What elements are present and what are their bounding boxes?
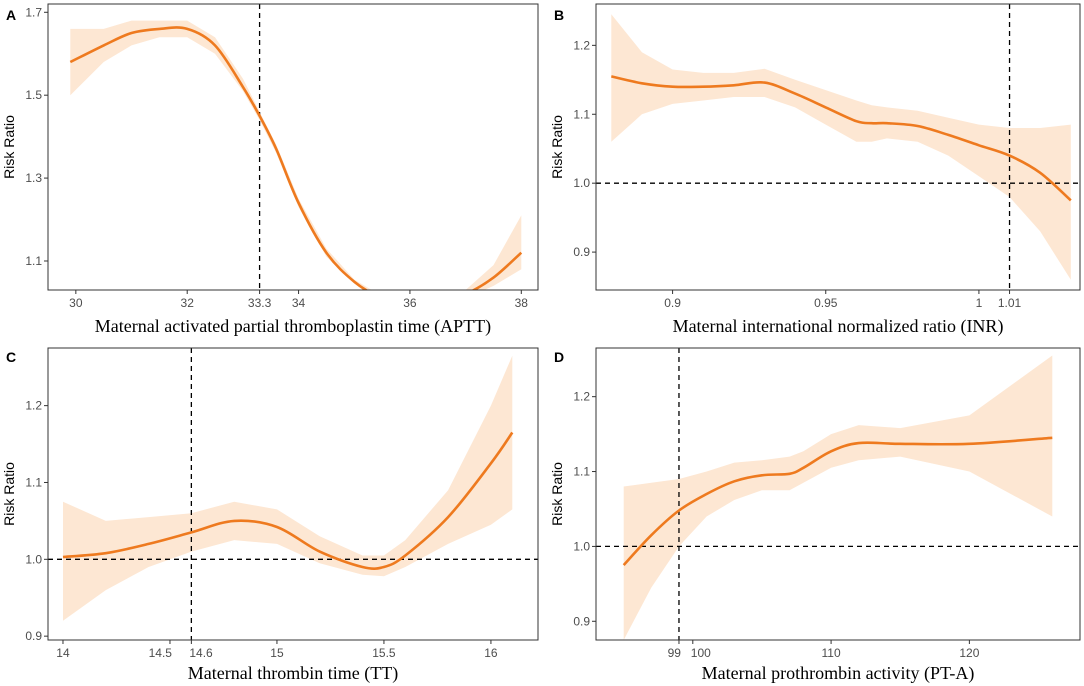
- confidence-band: [63, 355, 513, 621]
- x-tick-label: 1.01: [998, 296, 1022, 310]
- panel-border: [47, 3, 539, 291]
- x-tick-label: 100: [691, 646, 711, 660]
- x-tick-label: 30: [69, 296, 83, 310]
- y-tick-label: 0.9: [573, 614, 590, 628]
- panel-d: 99 100 110 120 0.9 1.0 1.1 1.2 Risk Ratio Materna…: [549, 347, 1081, 684]
- x-tick-label: 0.95: [814, 296, 838, 310]
- y-tick-label: 1.1: [573, 465, 590, 479]
- panel-border: [595, 3, 1081, 291]
- y-axis-label: Risk Ratio: [549, 115, 565, 179]
- plot-area: [596, 348, 1080, 640]
- panel-b: 0.9 0.95 1 1.01 0.9 1.0 1.1 1.2 Risk Ratio Matern…: [549, 3, 1081, 337]
- y-tick-label: 1.3: [25, 171, 42, 185]
- plot-area: [48, 348, 538, 640]
- y-tick-label: 1.1: [573, 107, 590, 121]
- panel-letter: C: [6, 349, 16, 365]
- y-tick-label: 1.2: [25, 399, 42, 413]
- panel-a: 30 32 33.3 34 36 38 1.1 1.3 1.5 1.7 Risk Ratio Mate…: [1, 3, 539, 337]
- x-axis-label: Maternal thrombin time (TT): [188, 663, 398, 684]
- panel-c: 14 14.5 14.6 15 15.5 16 0.9 1.0 1.1 1.2 Risk Ratio…: [1, 347, 539, 684]
- x-tick-label: 99: [668, 646, 682, 660]
- risk-ratio-curve: [611, 75, 1072, 202]
- confidence-band: [611, 14, 1071, 280]
- x-axis-label: Maternal activated partial thromboplasti…: [95, 316, 491, 337]
- y-tick-label: 1.2: [573, 38, 590, 52]
- y-tick-label: 1.1: [25, 475, 42, 489]
- y-tick-label: 1.0: [573, 176, 590, 190]
- x-tick-label: 14: [56, 646, 70, 660]
- y-tick-label: 1.5: [25, 88, 42, 102]
- x-tick-label: 32: [181, 296, 195, 310]
- confidence-band: [623, 355, 1053, 640]
- panel-border: [47, 347, 539, 641]
- x-tick-label: 15: [270, 646, 284, 660]
- y-axis-label: Risk Ratio: [1, 462, 17, 526]
- x-tick-label: 34: [292, 296, 306, 310]
- x-tick-label: 120: [959, 646, 979, 660]
- x-tick-label: 1: [976, 296, 983, 310]
- y-axis-label: Risk Ratio: [1, 115, 17, 179]
- risk-ratio-curve: [69, 26, 523, 290]
- panel-letter: D: [554, 349, 564, 365]
- y-tick-label: 0.9: [25, 629, 42, 643]
- y-tick-label: 0.9: [573, 245, 590, 259]
- y-tick-label: 1.0: [573, 539, 590, 553]
- x-tick-label: 15.5: [372, 646, 396, 660]
- panel-letter: A: [6, 7, 16, 23]
- y-tick-label: 1.2: [573, 390, 590, 404]
- x-tick-label: 16: [484, 646, 498, 660]
- x-axis-label: Maternal prothrombin activity (PT-A): [702, 663, 975, 684]
- risk-ratio-curve: [62, 431, 514, 570]
- x-tick-label: 0.9: [664, 296, 681, 310]
- x-tick-label: 38: [515, 296, 529, 310]
- risk-ratio-curve: [622, 436, 1053, 566]
- x-tick-label: 110: [822, 646, 841, 660]
- y-axis-label: Risk Ratio: [549, 462, 565, 526]
- x-axis-label: Maternal international normalized ratio …: [673, 316, 1004, 337]
- x-tick-label: 33.3: [248, 296, 272, 310]
- y-tick-label: 1.1: [25, 254, 42, 268]
- x-tick-label: 14.5: [149, 646, 173, 660]
- y-tick-label: 1.7: [25, 5, 42, 19]
- panel-letter: B: [554, 7, 564, 23]
- plot-area: [69, 4, 523, 290]
- panel-border: [595, 347, 1081, 641]
- confidence-band: [70, 20, 522, 290]
- x-tick-label: 36: [403, 296, 417, 310]
- y-tick-label: 1.0: [25, 552, 42, 566]
- x-tick-label: 14.6: [189, 646, 213, 660]
- plot-area: [596, 4, 1080, 290]
